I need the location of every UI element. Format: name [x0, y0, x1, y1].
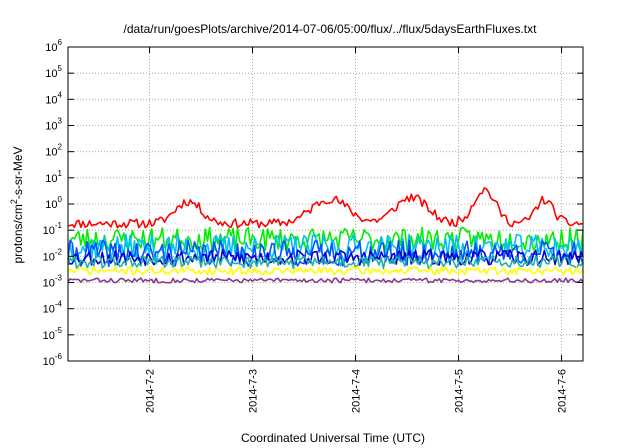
y-tick-exponent: -1 [55, 221, 63, 230]
y-tick-label: 106 [45, 38, 62, 54]
y-tick-exponent: 5 [58, 64, 63, 73]
y-tick-base: 10 [43, 278, 55, 290]
y-tick-base: 10 [43, 304, 55, 316]
y-tick-label: 102 [45, 143, 62, 159]
y-tick-label: 10-5 [43, 326, 63, 342]
y-tick-exponent: 3 [58, 117, 63, 126]
y-axis-label-rest: -s-sr-MeV [11, 146, 25, 199]
y-tick-base: 10 [45, 68, 57, 80]
y-tick-base: 10 [43, 356, 55, 368]
y-tick-base: 10 [45, 42, 57, 54]
y-tick-label: 105 [45, 64, 62, 80]
series-line [67, 187, 583, 229]
y-tick-label: 104 [45, 90, 62, 106]
y-tick-label: 10-3 [43, 274, 63, 290]
y-tick-label: 101 [45, 169, 62, 185]
x-axis: 2014-7-2 2014-7-3 2014-7-4 2014-7-5 2014-7-6 [145, 47, 569, 413]
y-tick-base: 10 [45, 121, 57, 133]
y-tick-exponent: -6 [55, 352, 63, 361]
series-line [67, 248, 584, 267]
y-axis-label: protons/cm2-s-sr-MeV [9, 146, 25, 263]
y-tick-label: 10-1 [43, 221, 63, 237]
x-tick-label: 2014-7-3 [248, 369, 260, 413]
x-tick-label: 2014-7-2 [145, 369, 157, 413]
y-tick-label: 10-4 [43, 300, 63, 316]
y-axis: 10-610-510-410-310-210-11001011021031041… [43, 38, 583, 368]
y-tick-base: 10 [45, 199, 57, 211]
y-tick-exponent: -2 [55, 247, 63, 256]
y-tick-base: 10 [45, 173, 57, 185]
y-tick-base: 10 [45, 147, 57, 159]
x-tick-label: 2014-7-6 [557, 369, 569, 413]
y-tick-exponent: -4 [55, 300, 63, 309]
y-tick-exponent: -5 [55, 326, 63, 335]
y-tick-base: 10 [43, 330, 55, 342]
x-tick-label: 2014-7-5 [454, 369, 466, 413]
series-line [67, 266, 584, 276]
y-tick-base: 10 [45, 94, 57, 106]
y-tick-base: 10 [43, 251, 55, 263]
y-tick-exponent: 0 [58, 195, 63, 204]
series-line [67, 277, 584, 284]
chart-title: /data/run/goesPlots/archive/2014-07-06/0… [124, 22, 538, 36]
y-tick-label: 10-6 [43, 352, 63, 368]
y-tick-exponent: 6 [58, 38, 63, 47]
x-axis-label: Coordinated Universal Time (UTC) [241, 431, 425, 445]
y-tick-exponent: -3 [55, 274, 63, 283]
series-line [67, 254, 584, 270]
y-axis-label-base: protons/cm [11, 204, 25, 263]
y-axis-label-sup: 2 [9, 199, 19, 204]
y-tick-label: 10-2 [43, 247, 63, 263]
y-tick-label: 100 [45, 195, 62, 211]
x-tick-label: 2014-7-4 [351, 369, 363, 413]
y-tick-exponent: 1 [58, 169, 63, 178]
y-tick-label: 103 [45, 117, 62, 133]
y-tick-exponent: 4 [58, 90, 63, 99]
series-layer [67, 187, 584, 284]
y-tick-exponent: 2 [58, 143, 63, 152]
y-tick-base: 10 [43, 225, 55, 237]
series-line [67, 233, 584, 262]
